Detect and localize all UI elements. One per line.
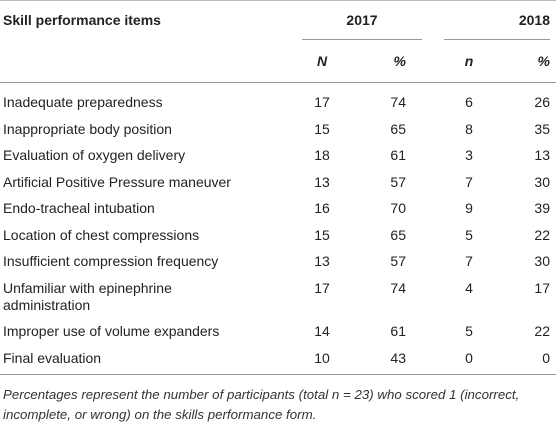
percent: 65 (390, 226, 406, 243)
item-label: Evaluation of oxygen delivery (3, 147, 186, 163)
subheader: N (292, 40, 352, 83)
count: 13 (314, 173, 330, 190)
item-label: Location of chest compressions (3, 226, 200, 243)
footnote: Percentages represent the number of part… (3, 386, 520, 422)
count: 7 (465, 253, 473, 269)
percent: 30 (534, 253, 550, 269)
percent: 65 (390, 120, 406, 137)
percent: 30 (534, 173, 550, 190)
table-row: Insufficient compression frequency 13 57 7 3… (0, 248, 556, 275)
percent: 70 (390, 200, 406, 216)
table-row: Inadequate preparedness 17 74 6 26 (0, 83, 556, 116)
count: 17 (314, 94, 330, 110)
percent: 0 (502, 344, 556, 375)
percent: 22 (534, 226, 550, 243)
subheader: % (502, 40, 556, 83)
item-label: Inappropriate body position (3, 120, 172, 137)
item-label: Final evaluation (0, 344, 292, 375)
item-label: Insufficient compression frequency (3, 253, 219, 269)
count: 13 (314, 253, 330, 269)
header-title: Skill performance items (3, 12, 161, 28)
percent: 74 (390, 94, 406, 110)
count: 10 (292, 344, 352, 375)
table-body: Inadequate preparedness 17 74 6 26 Inappropri… (0, 83, 556, 375)
percent: 74 (390, 279, 406, 296)
subheader: % (352, 40, 422, 83)
year-label: 2017 (302, 12, 422, 40)
item-label: Unfamiliar with epinephrine administrati… (3, 279, 172, 313)
item-label: Improper use of volume expanders (3, 323, 220, 339)
percent: 35 (534, 120, 550, 137)
count: 15 (314, 120, 330, 137)
year-2017: 2017 (292, 1, 422, 41)
header-row: Skill performance items 2017 2018 (0, 1, 556, 41)
percent: 61 (390, 147, 406, 163)
percent: 57 (390, 173, 406, 190)
count: 15 (314, 226, 330, 243)
count: 18 (314, 147, 330, 163)
percent: 17 (534, 279, 550, 296)
count: 17 (314, 279, 330, 296)
subheader: n (422, 40, 502, 83)
count: 7 (465, 173, 473, 190)
year-2018: 2018 (422, 1, 556, 41)
count: 3 (465, 147, 473, 163)
count: 9 (465, 200, 473, 216)
percent: 57 (390, 253, 406, 269)
table-row: Inappropriate body position 15 65 8 35 (0, 116, 556, 143)
percent: 13 (534, 147, 550, 163)
percent: 61 (390, 323, 406, 339)
percent: 39 (534, 200, 550, 216)
count: 14 (314, 323, 330, 339)
table-row: Improper use of volume expanders 14 61 5 22 (0, 318, 556, 345)
table-row: Artificial Positive Pressure maneuver 13 5… (0, 169, 556, 196)
subheader-row: N % n % (0, 40, 556, 83)
item-label: Inadequate preparedness (3, 94, 163, 110)
table-row: Evaluation of oxygen delivery 18 61 3 13 (0, 142, 556, 169)
table-row: Unfamiliar with epinephrine administrati… (0, 275, 556, 319)
count: 5 (465, 226, 473, 243)
count: 4 (465, 279, 473, 296)
year-label: 2018 (444, 12, 550, 40)
count: 6 (465, 94, 473, 110)
percent: 26 (534, 94, 550, 110)
blank (0, 40, 292, 83)
table-row: Final evaluation 10 43 0 0 (0, 344, 556, 375)
percent: 43 (352, 344, 422, 375)
table-row: Location of chest compressions 15 65 5 22 (0, 222, 556, 249)
count: 5 (465, 323, 473, 339)
table-row: Endo-tracheal intubation 16 70 9 39 (0, 195, 556, 222)
item-label: Artificial Positive Pressure maneuver (3, 173, 231, 190)
percent: 22 (534, 323, 550, 339)
count: 16 (314, 200, 330, 216)
item-label: Endo-tracheal intubation (3, 200, 155, 216)
table: Skill performance items 2017 2018 N % n … (0, 0, 556, 375)
count: 0 (422, 344, 502, 375)
count: 8 (465, 120, 473, 137)
